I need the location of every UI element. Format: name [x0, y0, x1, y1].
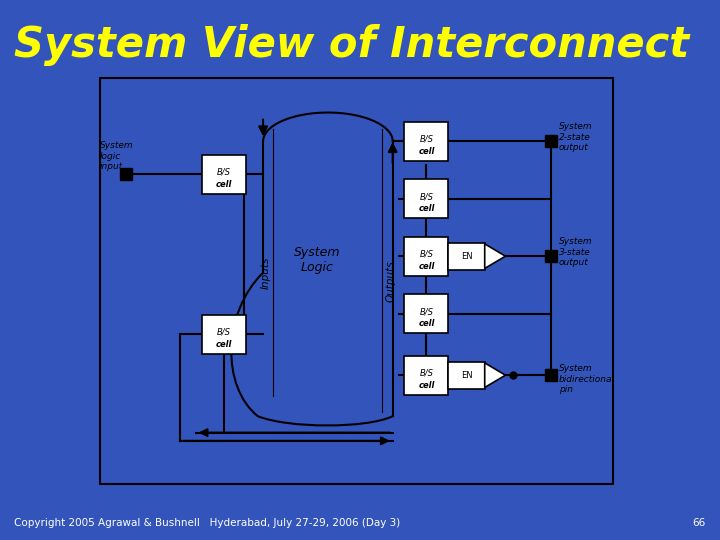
- Bar: [449, 362, 485, 389]
- Text: Copyright 2005 Agrawal & Bushnell   Hyderabad, July 27-29, 2006 (Day 3): Copyright 2005 Agrawal & Bushnell Hydera…: [14, 518, 400, 528]
- Bar: [405, 179, 449, 218]
- Text: System
3-state
output: System 3-state output: [559, 237, 593, 267]
- Text: Outputs: Outputs: [385, 260, 395, 302]
- Bar: [405, 356, 449, 395]
- Bar: [405, 237, 449, 275]
- Text: EN: EN: [461, 370, 472, 380]
- Text: B/S: B/S: [419, 369, 433, 377]
- Text: cell: cell: [216, 180, 233, 189]
- Text: B/S: B/S: [419, 249, 433, 259]
- Bar: [202, 154, 246, 194]
- Bar: [202, 315, 246, 354]
- Text: System
logic
input: System logic input: [100, 141, 133, 171]
- Text: EN: EN: [461, 252, 472, 261]
- Text: cell: cell: [418, 205, 435, 213]
- Bar: [449, 243, 485, 269]
- Text: Inputs: Inputs: [261, 256, 271, 289]
- Text: cell: cell: [418, 147, 435, 156]
- Text: cell: cell: [418, 319, 435, 328]
- Polygon shape: [485, 363, 505, 388]
- Text: B/S: B/S: [217, 328, 231, 336]
- Text: B/S: B/S: [419, 307, 433, 316]
- Bar: [405, 122, 449, 161]
- Text: 66: 66: [693, 518, 706, 528]
- Text: cell: cell: [216, 340, 233, 349]
- Text: B/S: B/S: [217, 167, 231, 177]
- Text: System View of Interconnect: System View of Interconnect: [14, 24, 690, 66]
- Text: System
2-state
output: System 2-state output: [559, 122, 593, 152]
- Bar: [405, 294, 449, 333]
- Text: System
Logic: System Logic: [294, 246, 341, 274]
- Text: cell: cell: [418, 381, 435, 390]
- Text: System
bidirectional
pin: System bidirectional pin: [559, 364, 615, 394]
- Text: cell: cell: [418, 262, 435, 271]
- Text: B/S: B/S: [419, 192, 433, 201]
- Polygon shape: [485, 244, 505, 268]
- Text: B/S: B/S: [419, 134, 433, 144]
